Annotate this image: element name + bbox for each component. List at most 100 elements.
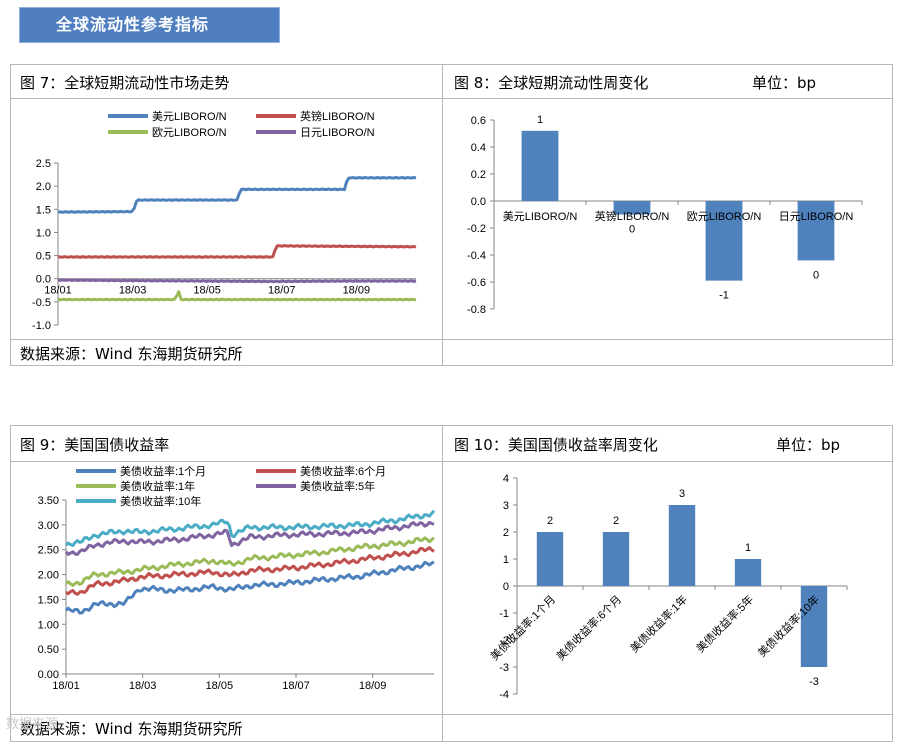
fig7-chart: 2.5 2.0 1.5 1.0 0.5 0.0 -0.5 -1.0 18/01 18/03 18/0… [32,109,417,332]
frame-mid-2 [442,425,443,742]
fig10-y-tick-label: 0 [503,581,509,593]
fig10-unit: 单位：bp [776,436,841,454]
fig8-y-tick-label: 0.6 [471,115,486,127]
fig7-y-tick-label: 2.0 [36,181,51,193]
fig7-source: 数据来源：Wind 东海期货研究所 [20,345,243,363]
fig8-y-tick-label: -0.6 [467,277,486,289]
section-banner: 全球流动性参考指标 [19,7,280,43]
frame-top-1 [10,64,893,65]
fig9-y-tick-label: 2.00 [38,570,59,582]
fig7-series-line-1 [57,244,417,259]
fig9-x-tick-label: 18/07 [282,680,310,692]
fig9-legend-label-4: 美债收益率:10年 [120,494,201,508]
fig10-y-tick-label: -4 [499,689,509,701]
fig10-y-tick-label: -1 [499,608,509,620]
fig7-legend-label-0: 美元LIBORO/N [152,110,227,123]
fig7-y-tick-label: 1.0 [36,227,51,239]
fig8-category-label-3: 日元LIBORO/N [779,211,854,223]
fig10-bar-1 [602,532,630,586]
fig10-y-tick-label: 2 [503,527,509,539]
fig8-y-tick-label: -0.4 [467,250,486,262]
fig8-y-tick-label: 0.0 [471,196,486,208]
fig10-bar-3 [734,559,762,586]
fig7-y-tick-label: 1.5 [36,204,51,216]
frame-divider-3 [10,461,893,462]
fig10-category-label-2: 美债收益率:1年 [627,592,690,655]
fig8-category-label-1: 英镑LIBORO/N [595,209,670,223]
fig9-y-tick-label: 1.50 [38,594,59,606]
fig10-data-label-2: 3 [679,488,685,500]
fig8-bar-0 [521,130,559,201]
fig10-category-label-3: 美债收益率:5年 [693,592,756,655]
fig9-x-tick-label: 18/09 [359,680,387,692]
fig10-data-label-1: 2 [613,515,619,527]
fig8-y-tick-label: 0.4 [471,142,486,154]
fig9-title: 图 9：美国国债收益率 [20,436,170,454]
fig8-unit: 单位：bp [752,74,817,92]
fig7-x-tick-label: 18/03 [119,285,147,297]
fig9-series-line-2 [65,536,436,587]
fig7-legend-label-3: 日元LIBORO/N [300,127,375,139]
fig7-y-tick-label: -1.0 [32,320,51,332]
fig8-data-label-0: 1 [537,114,543,126]
fig10-bar-0 [536,532,564,586]
fig8-data-label-2: -1 [719,290,729,302]
fig9-y-tick-label: 2.50 [38,545,59,557]
frame-divider-1 [10,98,893,99]
fig9-source: 数据来源：Wind 东海期货研究所 [20,720,243,738]
fig10-data-label-0: 2 [547,515,553,527]
frame-bottom-2 [10,741,893,742]
fig8-bar-2 [705,201,743,281]
fig9-x-tick-label: 18/01 [52,680,80,692]
fig9-legend-label-1: 美债收益率:6个月 [300,464,386,478]
fig7-x-tick-label: 18/05 [193,285,221,297]
fig9-y-tick-label: 1.00 [38,619,59,631]
frame-bottom-1 [10,365,893,366]
frame-right-1 [892,64,893,366]
fig9-legend-label-3: 美债收益率:5年 [300,479,375,493]
fig10-bar-4 [800,586,828,667]
fig8-data-label-1: 0 [629,224,635,236]
fig8-y-tick-label: -0.2 [467,223,486,235]
fig8-y-tick-label: -0.8 [467,304,486,316]
fig7-series-line-0 [57,175,417,214]
fig8-title: 图 8：全球短期流动性周变化 [454,74,649,92]
fig7-x-tick-label: 18/07 [268,285,296,297]
fig7-title: 图 7：全球短期流动性市场走势 [20,74,230,92]
fig8-y-tick-label: 0.2 [471,169,486,181]
frame-mid-1 [442,64,443,366]
fig7-series-line-2 [57,290,417,302]
fig9-series-line-3 [64,520,435,556]
fig7-y-tick-label: -0.5 [32,297,51,309]
fig10-data-label-4: -3 [809,676,819,688]
fig9-series-line-0 [64,560,435,615]
fig7-x-tick-label: 18/01 [44,285,72,297]
frame-right-2 [892,425,893,742]
fig9-y-tick-label: 0.00 [38,669,59,681]
fig8-chart: 0.6 0.4 0.2 0.0 -0.2 -0.4 -0.6 -0.8 1 美元LIBORO/N 0… [467,114,863,316]
fig7-x-tick-label: 18/09 [343,285,371,297]
frame-divider-4 [10,714,893,715]
fig10-bar-2 [668,505,696,586]
frame-left-2 [10,425,11,742]
frame-top-2 [10,425,893,426]
fig10-y-tick-label: 1 [503,554,509,566]
fig7-legend-label-2: 欧元LIBORO/N [152,126,227,139]
fig9-legend-label-2: 美债收益率:1年 [120,479,195,493]
frame-divider-2 [10,339,893,340]
fig9-y-tick-label: 3.00 [38,520,59,532]
fig10-title: 图 10：美国国债收益率周变化 [454,436,658,454]
fig8-bar-1 [613,201,651,215]
fig8-category-label-2: 欧元LIBORO/N [687,210,762,223]
fig10-category-label-0: 美债收益率:1个月 [487,592,558,663]
fig9-x-tick-label: 18/03 [129,680,157,692]
fig7-y-tick-label: 0.5 [36,251,51,263]
fig7-series-line-3 [57,278,417,284]
fig9-series-line-4 [65,509,436,547]
frame-left-1 [10,64,11,366]
watermark: 数据来源 [6,717,59,732]
fig9-x-tick-label: 18/05 [206,680,234,692]
fig10-chart: 4 3 2 1 0 -1 -2 -3 -4 2 美债收益率:1个月 2 美债收益率:6个月 3 美债收益率:… [487,473,848,701]
fig9-y-tick-label: 0.50 [38,644,59,656]
